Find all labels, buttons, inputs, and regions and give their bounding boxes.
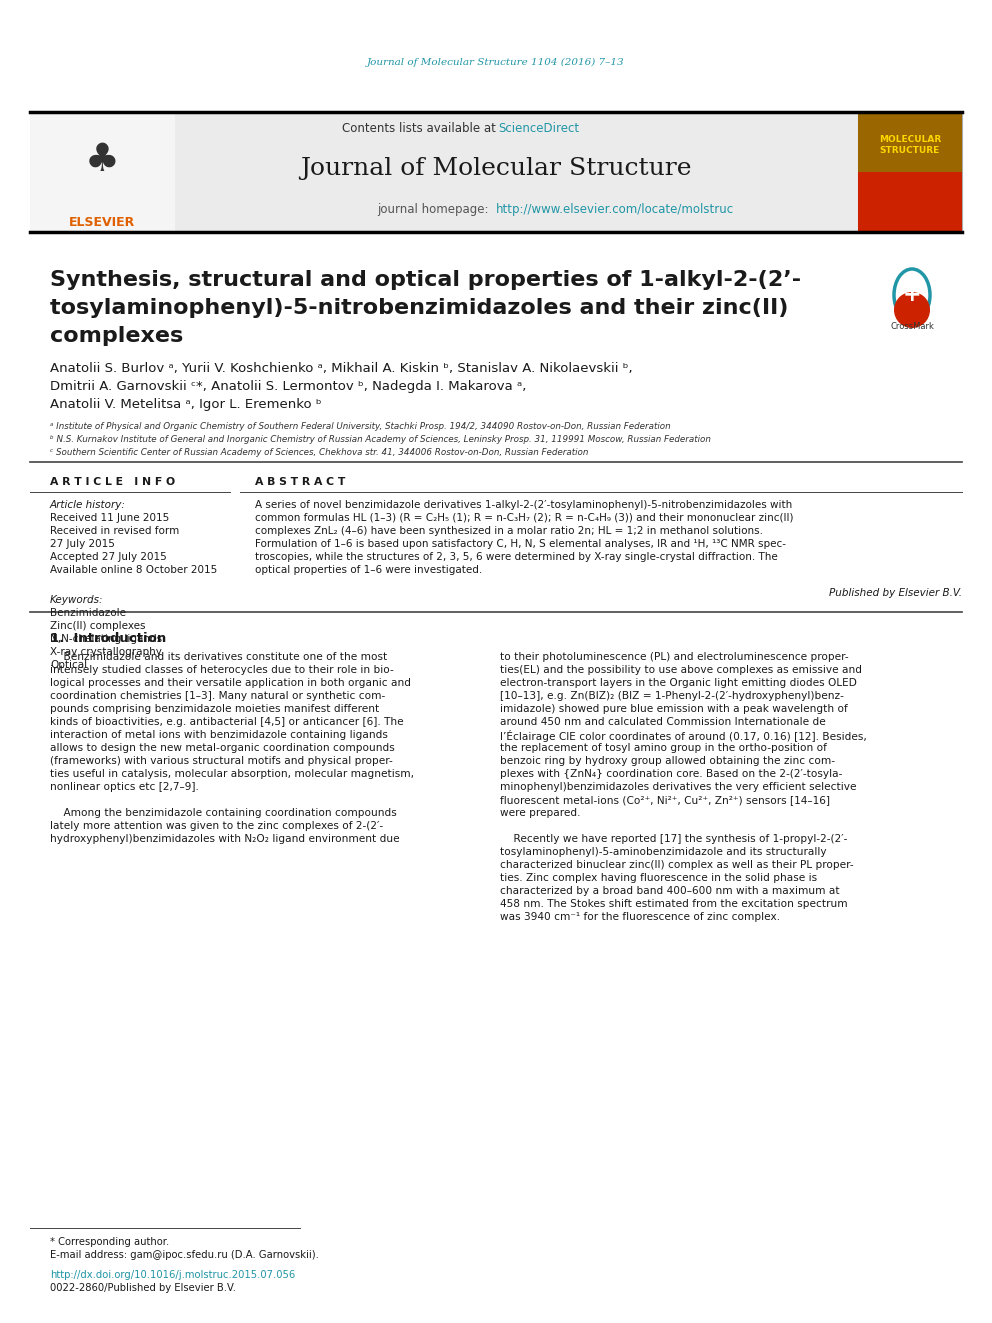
Text: Anatolii S. Burlov ᵃ, Yurii V. Koshchienko ᵃ, Mikhail A. Kiskin ᵇ, Stanislav A. : Anatolii S. Burlov ᵃ, Yurii V. Koshchien… [50, 363, 633, 374]
Text: were prepared.: were prepared. [500, 808, 580, 818]
Text: the replacement of tosyl amino group in the ortho-position of: the replacement of tosyl amino group in … [500, 744, 827, 753]
Text: coordination chemistries [1–3]. Many natural or synthetic com-: coordination chemistries [1–3]. Many nat… [50, 691, 385, 701]
Text: Contents lists available at: Contents lists available at [342, 122, 496, 135]
Text: ties. Zinc complex having fluorescence in the solid phase is: ties. Zinc complex having fluorescence i… [500, 873, 817, 882]
Text: complexes: complexes [50, 325, 184, 347]
Text: ScienceDirect: ScienceDirect [498, 122, 579, 135]
Text: CrossMark: CrossMark [890, 321, 933, 331]
Text: journal homepage:: journal homepage: [377, 204, 496, 217]
Text: benzoic ring by hydroxy group allowed obtaining the zinc com-: benzoic ring by hydroxy group allowed ob… [500, 755, 835, 766]
Text: allows to design the new metal-organic coordination compounds: allows to design the new metal-organic c… [50, 744, 395, 753]
Text: plexes with {ZnN₄} coordination core. Based on the 2-(2′-tosyla-: plexes with {ZnN₄} coordination core. Ba… [500, 769, 842, 779]
Text: http://www.elsevier.com/locate/molstruc: http://www.elsevier.com/locate/molstruc [496, 204, 734, 217]
Text: Zinc(II) complexes: Zinc(II) complexes [50, 620, 146, 631]
Text: tosylaminophenyl)-5-aminobenzimidazole and its structurally: tosylaminophenyl)-5-aminobenzimidazole a… [500, 847, 826, 857]
Text: Received 11 June 2015: Received 11 June 2015 [50, 513, 170, 523]
Text: A series of novel benzimidazole derivatives 1-alkyl-2-(2′-tosylaminophenyl)-5-ni: A series of novel benzimidazole derivati… [255, 500, 793, 509]
Text: tosylaminophenyl)-5-nitrobenzimidazoles and their zinc(II): tosylaminophenyl)-5-nitrobenzimidazoles … [50, 298, 789, 318]
Text: [10–13], e.g. Zn(BIZ)₂ (BIZ = 1-Phenyl-2-(2′-hydroxyphenyl)benz-: [10–13], e.g. Zn(BIZ)₂ (BIZ = 1-Phenyl-2… [500, 691, 844, 701]
Text: Received in revised form: Received in revised form [50, 527, 180, 536]
Text: minophenyl)benzimidazoles derivatives the very efficient selective: minophenyl)benzimidazoles derivatives th… [500, 782, 856, 792]
Text: Synthesis, structural and optical properties of 1-alkyl-2-(2’-: Synthesis, structural and optical proper… [50, 270, 802, 290]
Text: ᵇ N.S. Kurnakov Institute of General and Inorganic Chemistry of Russian Academy : ᵇ N.S. Kurnakov Institute of General and… [50, 435, 711, 445]
Text: N,N-chelating ligands: N,N-chelating ligands [50, 634, 162, 644]
Text: * Corresponding author.: * Corresponding author. [50, 1237, 170, 1248]
Text: logical processes and their versatile application in both organic and: logical processes and their versatile ap… [50, 677, 411, 688]
Text: ties(EL) and the possibility to use above complexes as emissive and: ties(EL) and the possibility to use abov… [500, 665, 862, 675]
Text: intensely studied classes of heterocycles due to their role in bio-: intensely studied classes of heterocycle… [50, 665, 394, 675]
Text: A B S T R A C T: A B S T R A C T [255, 478, 345, 487]
Text: +: + [903, 284, 922, 306]
Text: Recently we have reported [17] the synthesis of 1-propyl-2-(2′-: Recently we have reported [17] the synth… [500, 833, 847, 844]
Text: complexes ZnL₂ (4–6) have been synthesized in a molar ratio 2n; HL = 1;2 in meth: complexes ZnL₂ (4–6) have been synthesiz… [255, 527, 763, 536]
Text: Published by Elsevier B.V.: Published by Elsevier B.V. [829, 587, 962, 598]
Text: ♣: ♣ [84, 142, 119, 179]
Text: nonlinear optics etc [2,7–9].: nonlinear optics etc [2,7–9]. [50, 782, 198, 792]
Text: lately more attention was given to the zinc complexes of 2-(2′-: lately more attention was given to the z… [50, 822, 383, 831]
Bar [30, 112, 175, 232]
Text: A R T I C L E   I N F O: A R T I C L E I N F O [50, 478, 176, 487]
Text: around 450 nm and calculated Commission Internationale de: around 450 nm and calculated Commission … [500, 717, 825, 728]
Text: MOLECULAR
STRUCTURE: MOLECULAR STRUCTURE [879, 135, 941, 155]
Text: interaction of metal ions with benzimidazole containing ligands: interaction of metal ions with benzimida… [50, 730, 388, 740]
Text: characterized by a broad band 400–600 nm with a maximum at: characterized by a broad band 400–600 nm… [500, 886, 839, 896]
Text: Journal of Molecular Structure 1104 (2016) 7–13: Journal of Molecular Structure 1104 (201… [367, 57, 625, 66]
Text: was 3940 cm⁻¹ for the fluorescence of zinc complex.: was 3940 cm⁻¹ for the fluorescence of zi… [500, 912, 780, 922]
Text: Keywords:: Keywords: [50, 595, 103, 605]
Text: Among the benzimidazole containing coordination compounds: Among the benzimidazole containing coord… [50, 808, 397, 818]
Text: X-ray crystallography: X-ray crystallography [50, 647, 162, 658]
Text: ᶜ Southern Scientific Center of Russian Academy of Sciences, Chekhova str. 41, 3: ᶜ Southern Scientific Center of Russian … [50, 448, 588, 456]
Text: Anatolii V. Metelitsa ᵃ, Igor L. Eremenko ᵇ: Anatolii V. Metelitsa ᵃ, Igor L. Eremenk… [50, 398, 321, 411]
Text: Journal of Molecular Structure: Journal of Molecular Structure [301, 156, 691, 180]
Text: kinds of bioactivities, e.g. antibacterial [4,5] or anticancer [6]. The: kinds of bioactivities, e.g. antibacteri… [50, 717, 404, 728]
Text: Accepted 27 July 2015: Accepted 27 July 2015 [50, 552, 167, 562]
Text: characterized binuclear zinc(II) complex as well as their PL proper-: characterized binuclear zinc(II) complex… [500, 860, 854, 871]
Text: Available online 8 October 2015: Available online 8 October 2015 [50, 565, 217, 576]
Text: electron-transport layers in the Organic light emitting diodes OLED: electron-transport layers in the Organic… [500, 677, 857, 688]
Text: to their photoluminescence (PL) and electroluminescence proper-: to their photoluminescence (PL) and elec… [500, 652, 848, 662]
Text: E-mail address: gam@ipoc.sfedu.ru (D.A. Garnovskii).: E-mail address: gam@ipoc.sfedu.ru (D.A. … [50, 1250, 318, 1259]
Bar [858, 172, 962, 232]
Text: Formulation of 1–6 is based upon satisfactory C, H, N, S elemental analyses, IR : Formulation of 1–6 is based upon satisfa… [255, 538, 786, 549]
Text: http://dx.doi.org/10.1016/j.molstruc.2015.07.056: http://dx.doi.org/10.1016/j.molstruc.201… [50, 1270, 296, 1279]
Text: hydroxyphenyl)benzimidazoles with N₂O₂ ligand environment due: hydroxyphenyl)benzimidazoles with N₂O₂ l… [50, 833, 400, 844]
Text: ᵃ Institute of Physical and Organic Chemistry of Southern Federal University, St: ᵃ Institute of Physical and Organic Chem… [50, 422, 671, 431]
Bar [858, 112, 962, 172]
Text: (frameworks) with various structural motifs and physical proper-: (frameworks) with various structural mot… [50, 755, 393, 766]
Text: fluorescent metal-ions (Co²⁺, Ni²⁺, Cu²⁺, Zn²⁺) sensors [14–16]: fluorescent metal-ions (Co²⁺, Ni²⁺, Cu²⁺… [500, 795, 830, 804]
Text: Optical: Optical [50, 660, 87, 669]
Text: common formulas HL (1–3) (R = C₂H₅ (1); R = n-C₃H₇ (2); R = n-C₄H₉ (3)) and thei: common formulas HL (1–3) (R = C₂H₅ (1); … [255, 513, 794, 523]
Text: Benzimidazole and its derivatives constitute one of the most: Benzimidazole and its derivatives consti… [50, 652, 387, 662]
Text: imidazole) showed pure blue emission with a peak wavelength of: imidazole) showed pure blue emission wit… [500, 704, 848, 714]
Text: troscopies, while the structures of 2, 3, 5, 6 were determined by X-ray single-c: troscopies, while the structures of 2, 3… [255, 552, 778, 562]
Text: ties useful in catalysis, molecular absorption, molecular magnetism,: ties useful in catalysis, molecular abso… [50, 769, 414, 779]
Text: Dmitrii A. Garnovskii ᶜ*, Anatolii S. Lermontov ᵇ, Nadegda I. Makarova ᵃ,: Dmitrii A. Garnovskii ᶜ*, Anatolii S. Le… [50, 380, 527, 393]
Text: l’Éclairage CIE color coordinates of around (0.17, 0.16) [12]. Besides,: l’Éclairage CIE color coordinates of aro… [500, 730, 867, 742]
Ellipse shape [894, 292, 930, 328]
Text: 1.  Introduction: 1. Introduction [50, 632, 167, 646]
Bar [30, 112, 962, 232]
Text: ELSEVIER: ELSEVIER [68, 216, 135, 229]
Text: pounds comprising benzimidazole moieties manifest different: pounds comprising benzimidazole moieties… [50, 704, 379, 714]
Text: 27 July 2015: 27 July 2015 [50, 538, 115, 549]
Text: Article history:: Article history: [50, 500, 126, 509]
Text: 458 nm. The Stokes shift estimated from the excitation spectrum: 458 nm. The Stokes shift estimated from … [500, 900, 847, 909]
Text: Benzimidazole: Benzimidazole [50, 609, 126, 618]
Text: 0022-2860/Published by Elsevier B.V.: 0022-2860/Published by Elsevier B.V. [50, 1283, 236, 1293]
Bar [858, 112, 962, 232]
Text: optical properties of 1–6 were investigated.: optical properties of 1–6 were investiga… [255, 565, 482, 576]
